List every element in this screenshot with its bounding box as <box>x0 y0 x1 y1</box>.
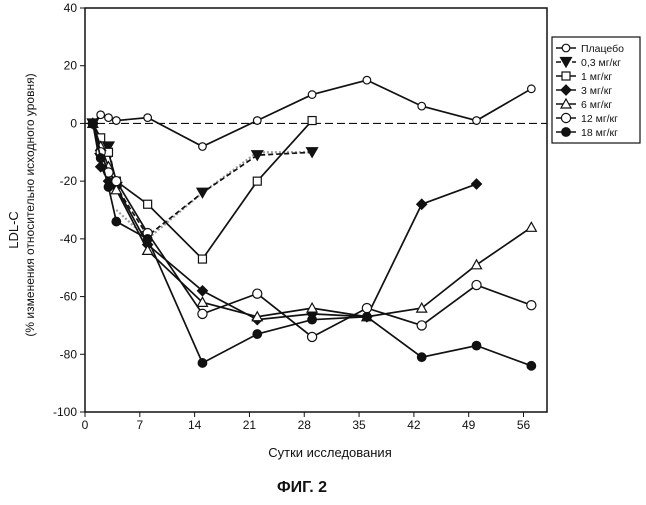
legend: Плацебо 0,3 мг/кг 1 мг/кг 3 мг/кг 6 мг/кг 12 … <box>552 37 640 143</box>
y-axis-label: LDL-C <box>6 211 21 249</box>
legend-label: 18 мг/кг <box>581 127 618 139</box>
data-point <box>417 321 426 330</box>
data-point <box>562 128 571 137</box>
data-point <box>144 200 152 208</box>
data-point <box>253 330 262 339</box>
legend-label: Плацебо <box>581 43 624 55</box>
y-tick-label: 0 <box>70 116 77 130</box>
data-point <box>198 309 207 318</box>
data-point <box>104 183 113 192</box>
y-tick-label: 20 <box>64 59 78 73</box>
y-tick-label: -40 <box>60 232 78 246</box>
data-point <box>144 114 152 122</box>
data-point <box>307 332 316 341</box>
x-tick-label: 14 <box>188 418 202 432</box>
data-point <box>105 114 113 122</box>
legend-label: 12 мг/кг <box>581 113 618 125</box>
data-point <box>97 111 105 119</box>
data-point <box>89 119 98 128</box>
data-point <box>143 235 152 244</box>
data-point <box>198 359 207 368</box>
data-point <box>363 312 372 321</box>
data-point <box>308 91 316 99</box>
x-tick-label: 0 <box>82 418 89 432</box>
data-point <box>562 72 570 80</box>
data-point <box>561 113 570 122</box>
data-point <box>308 117 316 125</box>
data-point <box>562 44 570 52</box>
x-tick-label: 7 <box>136 418 143 432</box>
data-point <box>308 315 317 324</box>
legend-label: 0,3 мг/кг <box>581 57 621 69</box>
x-tick-label: 42 <box>407 418 421 432</box>
data-point <box>527 301 536 310</box>
x-tick-label: 21 <box>243 418 257 432</box>
data-point <box>472 341 481 350</box>
data-point <box>198 255 206 263</box>
data-point <box>417 353 426 362</box>
y-tick-label: 40 <box>64 1 78 15</box>
x-axis-label: Сутки исследования <box>268 445 391 460</box>
y-tick-label: -20 <box>60 174 78 188</box>
figure-label: ФИГ. 2 <box>277 479 327 496</box>
data-point <box>418 102 426 110</box>
x-tick-label: 28 <box>298 418 312 432</box>
data-point <box>96 154 105 163</box>
data-point <box>362 304 371 313</box>
data-point <box>112 217 121 226</box>
x-tick-label: 56 <box>517 418 531 432</box>
legend-item: 0,3 мг/кг <box>556 57 621 69</box>
data-point <box>528 85 536 93</box>
data-point <box>527 362 536 371</box>
data-point <box>253 177 261 185</box>
legend-label: 1 мг/кг <box>581 71 612 83</box>
x-tick-label: 49 <box>462 418 476 432</box>
legend-label: 6 мг/кг <box>581 99 612 111</box>
data-point <box>363 76 371 84</box>
y-axis-sublabel: (% изменения относительно исходного уров… <box>23 73 37 336</box>
legend-label: 3 мг/кг <box>581 85 612 97</box>
data-point <box>253 117 261 125</box>
data-point <box>113 117 121 125</box>
data-point <box>472 280 481 289</box>
y-tick-label: -80 <box>60 347 78 361</box>
data-point <box>473 117 481 125</box>
data-point <box>112 177 121 186</box>
data-point <box>199 143 207 151</box>
data-point <box>253 289 262 298</box>
y-tick-label: -100 <box>53 405 77 419</box>
x-tick-label: 35 <box>352 418 366 432</box>
y-tick-label: -60 <box>60 290 78 304</box>
